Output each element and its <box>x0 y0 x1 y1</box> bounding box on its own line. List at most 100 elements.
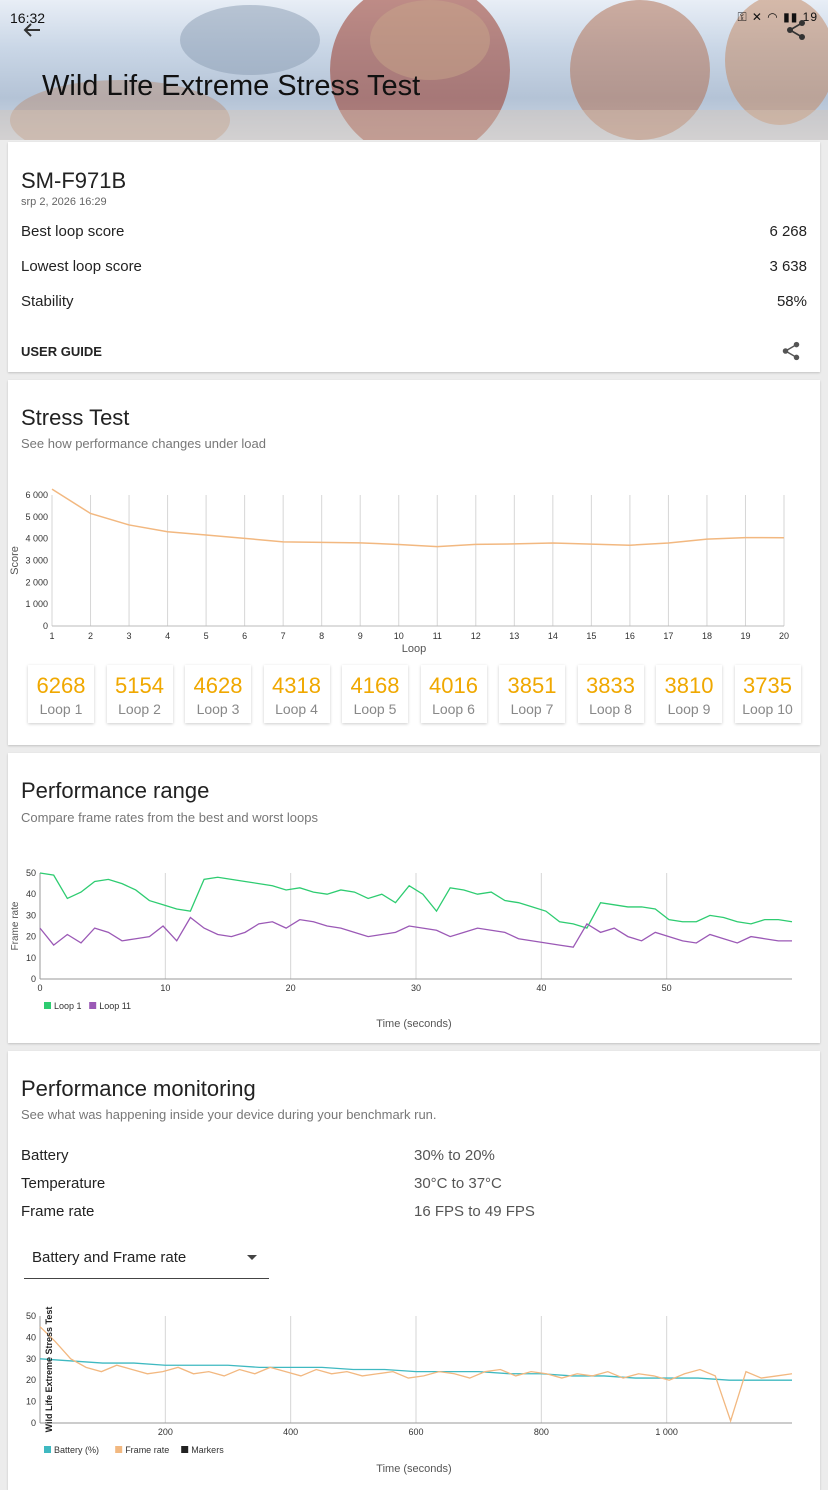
row-value: 3 638 <box>769 258 807 275</box>
loop-label: Loop 5 <box>353 701 397 717</box>
y-tick-label: 40 <box>26 1332 36 1342</box>
section-title: Stress Test <box>21 405 130 430</box>
stability-row: Stability 58% <box>21 293 807 313</box>
share-icon[interactable] <box>784 18 808 42</box>
share-icon[interactable] <box>780 340 802 362</box>
loop-label: Loop 1 <box>39 701 83 717</box>
run-date: srp 2, 2026 16:29 <box>21 196 107 208</box>
stress-test-card: Stress Test See how performance changes … <box>8 380 820 745</box>
y-tick-label: 0 <box>31 974 36 984</box>
y-tick-label: 40 <box>26 889 36 899</box>
row-label: Lowest loop score <box>21 258 142 275</box>
loop-score: 3833 <box>586 673 635 698</box>
dropdown-value: Battery and Frame rate <box>32 1249 187 1266</box>
row-value: 30°C to 37°C <box>414 1175 502 1192</box>
loop-score-card: 3810 Loop 9 <box>656 665 722 723</box>
x-tick-label: 2 <box>88 631 93 641</box>
loop-score-card: 3851 Loop 7 <box>499 665 565 723</box>
x-tick-label: 1 000 <box>655 1427 678 1437</box>
summary-card: SM-F971B srp 2, 2026 16:29 Best loop sco… <box>8 142 820 372</box>
section-subtitle: See how performance changes under load <box>21 436 266 451</box>
x-tick-label: 10 <box>160 983 170 993</box>
section-subtitle: Compare frame rates from the best and wo… <box>21 810 318 825</box>
y-axis-label: Frame rate <box>10 901 21 950</box>
x-tick-label: 600 <box>408 1427 423 1437</box>
legend-label: Loop 1 <box>54 1001 82 1011</box>
x-tick-label: 20 <box>779 631 789 641</box>
x-tick-label: 0 <box>37 983 42 993</box>
loop-score-card: 3833 Loop 8 <box>577 665 644 723</box>
loop-label: Loop 4 <box>275 701 318 717</box>
loop-score: 6268 <box>36 673 86 698</box>
x-axis-label: Time (seconds) <box>376 1018 451 1030</box>
legend-swatch <box>181 1446 189 1453</box>
y-tick-label: 4 000 <box>25 534 48 544</box>
loop-score-card: 5154 Loop 2 <box>106 665 173 723</box>
y-tick-label: 0 <box>43 621 48 631</box>
user-guide-button[interactable]: USER GUIDE <box>21 344 102 359</box>
loop-label: Loop 9 <box>667 701 711 717</box>
legend-label: Battery (%) <box>54 1445 99 1455</box>
row-value: 16 FPS to 49 FPS <box>414 1203 535 1220</box>
x-tick-label: 200 <box>158 1427 173 1437</box>
y-axis-label: Score <box>9 546 21 575</box>
section-subtitle: See what was happening inside your devic… <box>21 1107 437 1122</box>
section-title: Performance monitoring <box>21 1076 256 1101</box>
device-name: SM-F971B <box>21 168 127 193</box>
x-tick-label: 15 <box>586 631 596 641</box>
performance-range-chart: 0 10 20 30 40 50 0 10 20 30 40 50 Loop 1 Loop 11 Time … <box>10 868 793 1030</box>
y-tick-label: 3 000 <box>25 556 48 566</box>
row-label: Frame rate <box>21 1203 95 1220</box>
y-tick-label: 30 <box>26 1354 36 1364</box>
series-line <box>39 916 792 948</box>
chevron-down-icon <box>247 1255 257 1260</box>
series-line <box>39 872 793 929</box>
row-label: Temperature <box>21 1175 106 1192</box>
x-tick-label: 40 <box>536 983 546 993</box>
x-tick-label: 11 <box>433 631 442 641</box>
page-title: Wild Life Extreme Stress Test <box>42 70 421 102</box>
y-tick-label: 30 <box>26 910 36 920</box>
back-arrow-icon[interactable] <box>20 18 44 42</box>
legend-swatch <box>115 1446 123 1453</box>
loop-label: Loop 10 <box>742 701 793 717</box>
x-tick-label: 9 <box>358 631 363 641</box>
y-tick-label: 6 000 <box>25 490 48 500</box>
row-value: 30% to 20% <box>414 1147 495 1164</box>
legend-label: Frame rate <box>125 1445 169 1455</box>
battery-row: Battery 30% to 20% <box>21 1147 801 1167</box>
performance-monitoring-chart: 200 400 600 800 1 000 0 10 20 30 40 50 Battery (%) F… <box>26 1307 793 1475</box>
loop-score: 3851 <box>507 673 557 698</box>
y-tick-label: 10 <box>26 1397 36 1407</box>
legend-label: Loop 11 <box>99 1001 131 1011</box>
header-banner: 16:32 ⚿ ✕ ◠ ▮▮ 19 Wild Life Extreme Stre… <box>0 0 828 140</box>
row-label: Best loop score <box>21 223 125 240</box>
score-series-line <box>51 488 785 548</box>
x-tick-label: 4 <box>165 631 170 641</box>
x-tick-label: 50 <box>662 983 672 993</box>
loop-label: Loop 3 <box>196 701 240 717</box>
x-tick-label: 17 <box>663 631 673 641</box>
x-tick-label: 5 <box>204 631 209 641</box>
y-tick-label: 20 <box>26 1375 36 1385</box>
loop-score: 4628 <box>193 673 243 698</box>
section-title: Performance range <box>21 778 210 803</box>
best-loop-row: Best loop score 6 268 <box>21 223 807 243</box>
x-tick-label: 16 <box>625 631 635 641</box>
loop-score-card: 4016 Loop 6 <box>420 665 487 723</box>
performance-monitoring-card: Performance monitoring See what was happ… <box>8 1051 820 1490</box>
y-tick-label: 50 <box>26 868 36 878</box>
y-tick-label: 10 <box>26 953 36 963</box>
series-line <box>39 1358 792 1381</box>
y-axis-label: Wild Life Extreme Stress Test <box>44 1307 54 1433</box>
row-value: 6 268 <box>769 223 807 240</box>
loop-score: 4318 <box>272 673 321 698</box>
x-tick-label: 800 <box>534 1427 549 1437</box>
x-tick-label: 13 <box>509 631 519 641</box>
chart-metric-dropdown[interactable]: Battery and Frame rate <box>24 1237 269 1279</box>
x-tick-label: 10 <box>394 631 404 641</box>
legend-label: Markers <box>191 1445 224 1455</box>
x-tick-label: 12 <box>471 631 481 641</box>
battery-level: 19 <box>802 10 818 24</box>
